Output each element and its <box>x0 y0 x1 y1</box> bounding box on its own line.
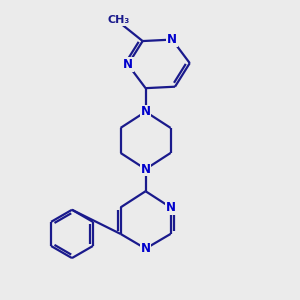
Text: CH₃: CH₃ <box>108 15 130 26</box>
Text: N: N <box>141 105 151 118</box>
Text: N: N <box>141 242 151 255</box>
Text: N: N <box>167 33 177 46</box>
Text: N: N <box>123 58 133 71</box>
Text: N: N <box>141 163 151 176</box>
Text: N: N <box>166 201 176 214</box>
